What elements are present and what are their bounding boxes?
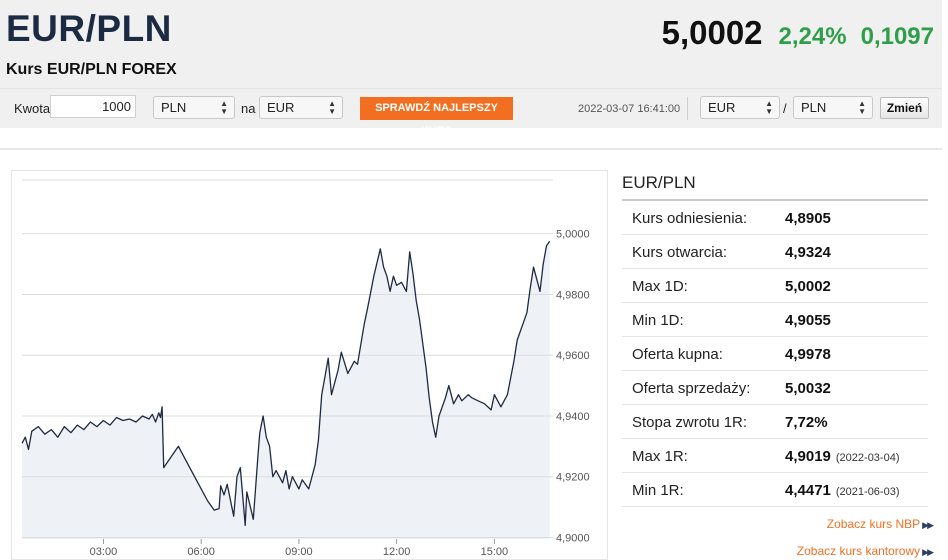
- stat-row: Max 1R: 4,9019 (2022-03-04): [622, 439, 928, 473]
- double-chevron-right-icon: ▶▶: [922, 547, 934, 557]
- stat-date: (2021-06-03): [835, 486, 900, 498]
- x-tick-label: 03:00: [90, 546, 118, 558]
- nbp-rate-link[interactable]: Zobacz kurs NBP ▶▶: [826, 517, 934, 531]
- nbp-rate-link-label: Zobacz kurs NBP: [826, 517, 921, 531]
- exchange-office-rate-link[interactable]: Zobacz kurs kantorowy ▶▶: [796, 544, 934, 558]
- stat-row: Kurs otwarcia: 4,9324: [622, 235, 928, 269]
- base-currency-select[interactable]: EUR ▲ ▼: [700, 96, 780, 119]
- stat-value: 4,9978: [785, 346, 831, 363]
- stat-row: Max 1D: 5,0002: [622, 269, 928, 303]
- stat-value-number: 4,4471: [785, 482, 831, 499]
- change-pair-button[interactable]: Zmień: [880, 97, 929, 119]
- stat-value: 7,72%: [785, 414, 828, 431]
- page-title: EUR/PLN: [6, 8, 172, 49]
- change-absolute: 0,1097: [860, 23, 934, 50]
- from-currency-select[interactable]: PLN ▲ ▼: [153, 96, 235, 119]
- select-arrows-icon: ▲ ▼: [858, 99, 866, 116]
- select-arrows-icon: ▲ ▼: [765, 99, 773, 116]
- stat-label: Max 1R:: [632, 448, 688, 465]
- amount-label: Kwota: [14, 101, 51, 116]
- stat-label: Oferta sprzedaży:: [632, 380, 751, 397]
- stat-value: 4,4471 (2021-06-03): [785, 482, 899, 499]
- series-line: [21, 240, 551, 526]
- stat-label: Kurs odniesienia:: [632, 210, 748, 227]
- select-arrows-icon: ▲ ▼: [328, 99, 336, 116]
- stat-value: 4,8905: [785, 210, 831, 227]
- stat-value-number: 4,9019: [785, 448, 831, 465]
- stats-table: Kurs odniesienia: 4,8905 Kurs otwarcia: 4,9…: [622, 199, 928, 507]
- y-tick-label: 5,0000: [556, 229, 590, 241]
- x-tick-label: 06:00: [187, 546, 215, 558]
- chart-svg: 4,9000 4,9200 4,9400 4,9600 4,9800 5,0000 03:0…: [21, 179, 590, 558]
- stat-label: Min 1R:: [632, 482, 684, 499]
- stat-row: Kurs odniesienia: 4,8905: [622, 201, 928, 235]
- exchange-office-rate-link-label: Zobacz kurs kantorowy: [796, 544, 921, 558]
- stat-row: Min 1R: 4,4471 (2021-06-03): [622, 473, 928, 507]
- stat-value: 4,9055: [785, 312, 831, 329]
- amount-input[interactable]: [50, 95, 136, 118]
- intraday-chart: 4,9000 4,9200 4,9400 4,9600 4,9800 5,0000 03:0…: [11, 170, 608, 560]
- quote-header: EUR/PLN Kurs EUR/PLN FOREX 5,0002 2,24% …: [0, 0, 942, 137]
- y-tick-label: 4,9400: [556, 411, 590, 423]
- stat-label: Max 1D:: [632, 278, 688, 295]
- y-tick-label: 4,9000: [556, 532, 590, 544]
- x-tick-label: 09:00: [285, 546, 313, 558]
- change-percent: 2,24%: [778, 23, 847, 50]
- price-summary: 5,0002 2,24% 0,1097: [662, 14, 934, 52]
- stats-title: EUR/PLN: [622, 173, 696, 192]
- na-label: na: [241, 101, 256, 116]
- stat-value-number: 4,9055: [785, 312, 831, 329]
- stat-value-number: 4,9978: [785, 346, 831, 363]
- select-arrows-icon: ▲ ▼: [220, 99, 228, 116]
- stat-row: Min 1D: 4,9055: [622, 303, 928, 337]
- content-area: [0, 148, 942, 560]
- best-rate-button[interactable]: SPRAWDŹ NAJLEPSZY KURS: [360, 97, 513, 137]
- stat-date: (2022-03-04): [835, 452, 900, 464]
- divider: [687, 97, 688, 120]
- stat-value: 5,0002: [785, 278, 831, 295]
- series-area: [22, 241, 550, 540]
- from-currency-value: PLN: [161, 100, 187, 115]
- double-chevron-right-icon: ▶▶: [922, 520, 934, 530]
- stat-row: Oferta kupna: 4,9978: [622, 337, 928, 371]
- stat-value: 5,0032: [785, 380, 831, 397]
- quote-currency-select[interactable]: PLN ▲ ▼: [793, 96, 873, 119]
- stat-value-number: 5,0032: [785, 380, 831, 397]
- y-tick-label: 4,9600: [556, 350, 590, 362]
- stat-label: Min 1D:: [632, 312, 684, 329]
- base-currency-value: EUR: [708, 100, 736, 115]
- stat-value-number: 4,9324: [785, 244, 831, 261]
- currency-converter: Kwota PLN ▲▼ na EUR ▲▼ SPRAWDŹ NAJLEPSZY…: [0, 88, 942, 137]
- current-price: 5,0002: [661, 14, 763, 51]
- to-currency-value: EUR: [267, 100, 295, 115]
- stat-row: Stopa zwrotu 1R: 7,72%: [622, 405, 928, 439]
- page-subtitle: Kurs EUR/PLN FOREX: [6, 61, 177, 78]
- stat-value-number: 7,72%: [785, 414, 828, 431]
- pair-separator: /: [783, 101, 787, 116]
- stat-value: 4,9324: [785, 244, 831, 261]
- stat-value: 4,9019 (2022-03-04): [785, 448, 899, 465]
- stat-value-number: 4,8905: [785, 210, 831, 227]
- quote-currency-value: PLN: [801, 100, 827, 115]
- to-currency-select[interactable]: EUR ▲ ▼: [259, 96, 343, 119]
- y-tick-label: 4,9200: [556, 472, 590, 484]
- x-tick-label: 15:00: [481, 546, 509, 558]
- stat-value-number: 5,0002: [785, 278, 831, 295]
- stat-label: Stopa zwrotu 1R:: [632, 414, 748, 431]
- stat-row: Oferta sprzedaży: 5,0032: [622, 371, 928, 405]
- quote-timestamp: 2022-03-07 16:41:00: [578, 103, 681, 115]
- stat-label: Oferta kupna:: [632, 346, 723, 363]
- stat-label: Kurs otwarcia:: [632, 244, 728, 261]
- x-tick-label: 12:00: [383, 546, 411, 558]
- y-tick-label: 4,9800: [556, 289, 590, 301]
